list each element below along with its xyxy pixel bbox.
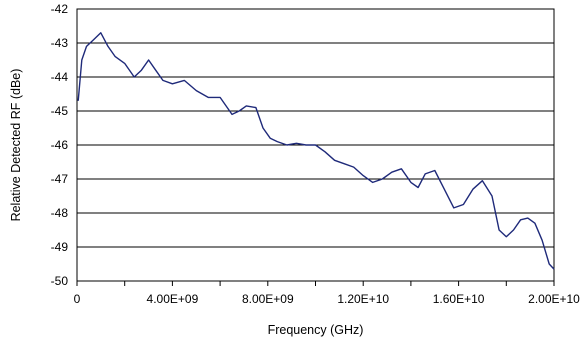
y-tick-label: -43 bbox=[51, 36, 69, 50]
x-tick-label: 8.00E+09 bbox=[242, 292, 294, 306]
x-axis-title: Frequency (GHz) bbox=[268, 323, 364, 337]
x-tick-label: 2.00E+10 bbox=[528, 292, 580, 306]
y-tick-label: -48 bbox=[51, 206, 69, 220]
series-line bbox=[77, 32, 555, 270]
x-axis-ticks bbox=[76, 281, 555, 286]
x-axis-tick-labels: 0 4.00E+09 8.00E+09 1.20E+10 1.60E+10 2.00E+1… bbox=[74, 292, 581, 306]
gridlines bbox=[77, 42, 554, 248]
y-tick-label: -49 bbox=[51, 240, 69, 254]
x-tick-label: 0 bbox=[74, 292, 81, 306]
x-tick-label: 1.60E+10 bbox=[433, 292, 485, 306]
x-tick-label: 1.20E+10 bbox=[337, 292, 389, 306]
y-tick-label: -46 bbox=[51, 138, 69, 152]
y-axis-title: Relative Detected RF (dBe) bbox=[9, 69, 23, 222]
y-tick-label: -50 bbox=[51, 274, 69, 288]
y-tick-label: -44 bbox=[51, 70, 69, 84]
y-tick-label: -42 bbox=[51, 2, 69, 16]
y-tick-label: -47 bbox=[51, 172, 69, 186]
y-tick-label: -45 bbox=[51, 104, 69, 118]
x-tick-label: 4.00E+09 bbox=[147, 292, 199, 306]
y-axis-tick-labels: -50 -49 -48 -47 -46 -45 -44 -43 -42 bbox=[51, 2, 69, 288]
